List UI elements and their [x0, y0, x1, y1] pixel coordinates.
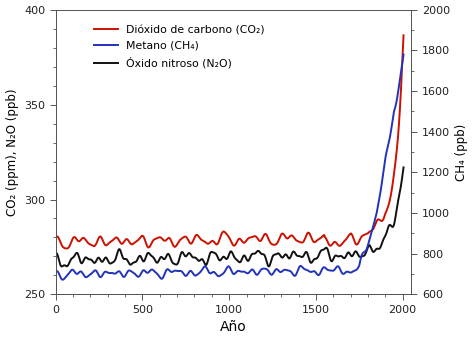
- Dióxido de carbono (CO₂): [377, 218, 383, 222]
- Metano (CH₄): [250, 268, 256, 272]
- Dióxido de carbono (CO₂): [193, 234, 199, 238]
- Line: Óxido nitroso (N₂O): Óxido nitroso (N₂O): [55, 167, 403, 267]
- Metano (CH₄): [78, 270, 84, 274]
- Óxido nitroso (N₂O): [250, 252, 256, 256]
- Dióxido de carbono (CO₂): [401, 33, 406, 37]
- Óxido nitroso (N₂O): [284, 253, 290, 257]
- Óxido nitroso (N₂O): [377, 246, 383, 251]
- Dióxido de carbono (CO₂): [284, 236, 290, 240]
- X-axis label: Año: Año: [220, 320, 247, 335]
- Metano (CH₄): [53, 270, 58, 274]
- Óxido nitroso (N₂O): [53, 251, 58, 255]
- Dióxido de carbono (CO₂): [78, 237, 84, 241]
- Dióxido de carbono (CO₂): [250, 235, 256, 239]
- Dióxido de carbono (CO₂): [53, 236, 58, 240]
- Metano (CH₄): [193, 273, 199, 277]
- Metano (CH₄): [284, 268, 290, 272]
- Metano (CH₄): [377, 195, 383, 199]
- Legend: Dióxido de carbono (CO₂), Metano (CH₄), Óxido nitroso (N₂O): Dióxido de carbono (CO₂), Metano (CH₄), …: [90, 21, 269, 73]
- Y-axis label: CO₂ (ppm), N₂O (ppb): CO₂ (ppm), N₂O (ppb): [6, 88, 18, 216]
- Dióxido de carbono (CO₂): [64, 246, 69, 251]
- Óxido nitroso (N₂O): [78, 261, 84, 265]
- Metano (CH₄): [72, 269, 77, 273]
- Óxido nitroso (N₂O): [401, 165, 406, 169]
- Óxido nitroso (N₂O): [59, 265, 64, 269]
- Line: Dióxido de carbono (CO₂): Dióxido de carbono (CO₂): [55, 35, 403, 249]
- Metano (CH₄): [60, 278, 65, 282]
- Óxido nitroso (N₂O): [72, 254, 77, 258]
- Óxido nitroso (N₂O): [193, 256, 199, 260]
- Dióxido de carbono (CO₂): [72, 235, 77, 239]
- Y-axis label: CH₄ (ppb): CH₄ (ppb): [456, 123, 468, 181]
- Metano (CH₄): [401, 52, 406, 56]
- Line: Metano (CH₄): Metano (CH₄): [55, 54, 403, 280]
